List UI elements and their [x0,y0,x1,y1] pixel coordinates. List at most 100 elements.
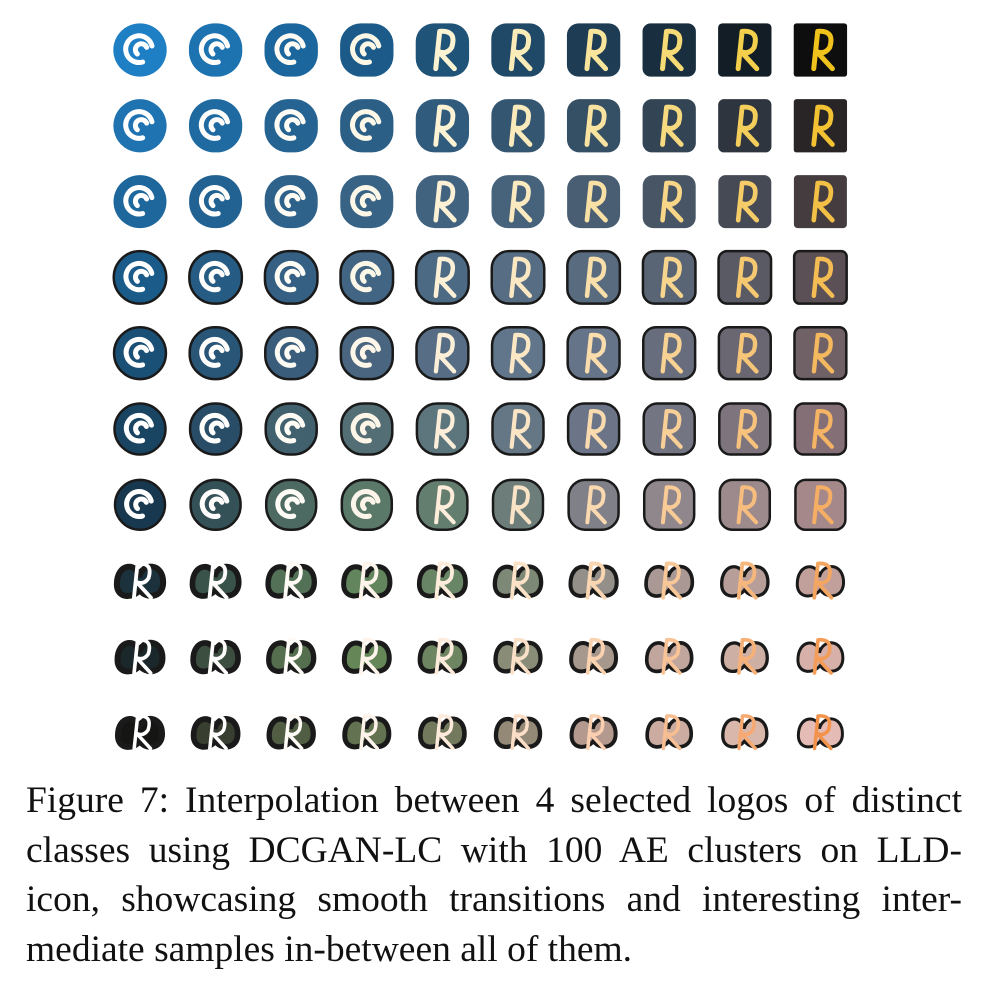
logo-glyph [433,104,457,147]
logo-body [113,478,167,532]
logo-body [793,23,848,77]
logo-glyph [660,485,683,525]
logo-body [188,249,244,305]
logo-glyph [198,185,231,217]
logo-body [718,99,772,153]
logo-cell [340,23,394,77]
logo-glyph [274,336,306,368]
logo-glyph [508,104,533,147]
logo-glyph [123,185,155,217]
logo-body [415,402,470,456]
logo-cell [189,561,242,600]
logo-glyph [350,260,382,293]
logo-body [340,478,394,532]
logo-body [794,478,847,532]
logo-cell [719,561,770,600]
logo-cell [566,402,621,456]
logo-cell [566,99,621,153]
logo-body [491,23,545,77]
logo-cell [340,175,394,229]
logo-glyph [660,180,684,223]
logo-body [490,326,546,381]
logo-cell [645,714,694,751]
logo-cell [796,637,845,675]
logo-body [717,326,772,381]
logo-glyph [274,185,306,217]
logo-body [414,249,470,305]
logo-body [642,23,696,77]
logo-body [491,175,545,229]
logo-cell [340,99,394,153]
logo-glyph [736,409,759,449]
logo-cell [493,714,543,751]
logo-glyph [811,180,835,223]
logo-glyph [131,561,153,600]
logo-glyph [359,637,380,675]
logo-cell [415,402,470,456]
logo-cell [188,326,243,381]
logo-cell [113,561,167,600]
logo-glyph [660,332,684,374]
logo-body [340,175,394,229]
logo-glyph [199,489,230,519]
logo-glyph [660,256,684,299]
logo-glyph [586,714,606,751]
logo-cell [490,326,546,381]
logo-glyph [123,260,155,293]
figure-caption: Figure 7: Interpolation between 4 select… [26,776,962,974]
logo-glyph [509,180,533,223]
logo-cell [569,637,619,675]
logo-glyph [359,714,379,751]
logo-glyph [735,256,759,299]
logo-cell [264,23,318,77]
logo-body [189,175,243,229]
logo-cell [264,402,318,456]
logo-cell [491,478,545,532]
logo-glyph [433,180,457,223]
logo-glyph [660,28,684,72]
logo-cell [796,714,844,751]
logo-body [491,99,545,153]
logo-body [718,402,772,456]
logo-body [112,249,168,305]
logo-body [566,23,621,77]
logo-glyph [584,180,608,223]
logo-cell [188,249,244,305]
logo-cell [264,326,319,381]
logo-glyph [735,28,760,72]
logo-glyph [509,561,531,600]
logo-cell [644,637,694,675]
logo-glyph [585,637,607,675]
logo-body [188,326,243,381]
logo-body [642,326,697,381]
logo-cell [340,402,394,456]
logo-cell [263,249,319,305]
logo-body [340,402,394,456]
logo-cell [642,99,696,153]
logo-cell [188,99,243,153]
logo-glyph [584,104,609,147]
logo-body [113,99,167,153]
logo-cell [718,175,772,229]
logo-cell [188,23,243,77]
logo-body [188,99,243,153]
logo-cell [339,326,394,381]
logo-cell [188,402,243,456]
logo-glyph [811,256,835,299]
logo-cell [266,637,317,675]
logo-body [718,478,772,532]
logo-glyph [737,637,758,675]
logo-body [566,402,621,456]
logo-body [264,326,319,381]
logo-glyph [358,561,380,600]
logo-glyph [811,28,835,72]
logo-glyph [274,109,306,141]
logo-glyph [509,485,532,525]
logo-cell [569,714,618,751]
logo-cell [491,23,545,77]
logo-cell [642,175,696,229]
logo-body [642,99,696,153]
logo-cell [718,478,772,532]
logo-glyph [584,28,609,72]
logo-body [415,175,469,229]
